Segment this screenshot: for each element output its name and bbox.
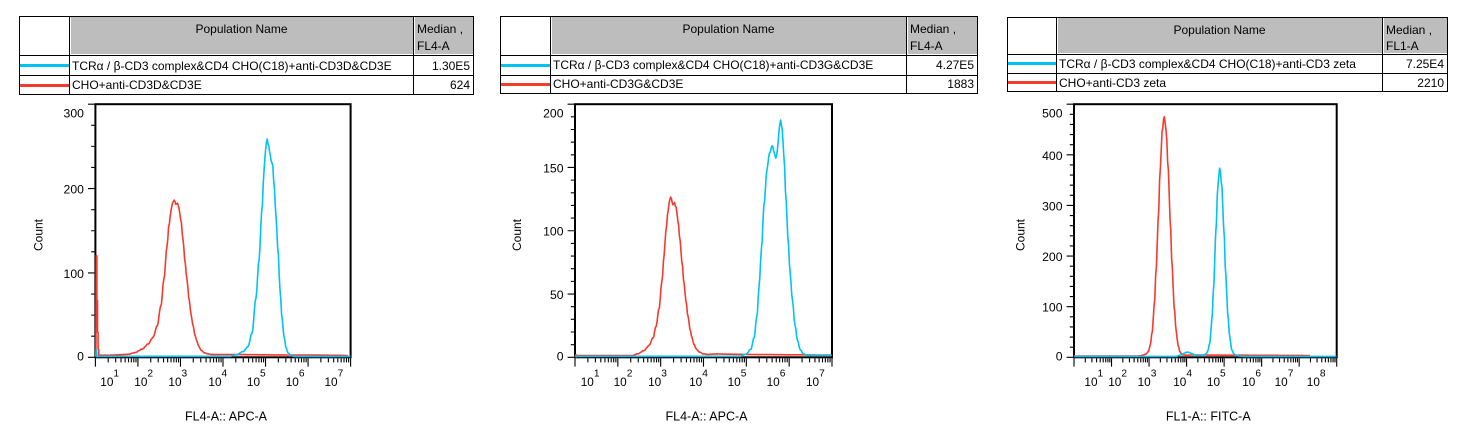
svg-text:104: 104 bbox=[1173, 369, 1192, 389]
svg-text:500: 500 bbox=[1042, 107, 1063, 121]
svg-text:105: 105 bbox=[1207, 369, 1226, 389]
svg-text:105: 105 bbox=[728, 369, 747, 389]
svg-text:150: 150 bbox=[543, 161, 564, 175]
svg-text:50: 50 bbox=[550, 288, 564, 302]
svg-text:200: 200 bbox=[1042, 250, 1063, 264]
svg-text:107: 107 bbox=[325, 369, 344, 389]
svg-text:Count: Count bbox=[510, 218, 524, 251]
svg-text:100: 100 bbox=[64, 267, 85, 281]
svg-text:106: 106 bbox=[1242, 369, 1261, 389]
svg-text:300: 300 bbox=[64, 107, 85, 121]
svg-text:104: 104 bbox=[689, 369, 708, 389]
svg-text:0: 0 bbox=[77, 350, 84, 364]
svg-text:Count: Count bbox=[1014, 218, 1028, 251]
svg-text:200: 200 bbox=[543, 107, 564, 121]
svg-text:107: 107 bbox=[806, 369, 825, 389]
svg-text:101: 101 bbox=[581, 369, 600, 389]
svg-text:105: 105 bbox=[247, 369, 266, 389]
svg-text:107: 107 bbox=[1275, 369, 1294, 389]
svg-text:Count: Count bbox=[32, 218, 46, 251]
svg-text:0: 0 bbox=[1056, 350, 1063, 364]
svg-text:103: 103 bbox=[168, 369, 187, 389]
svg-text:100: 100 bbox=[543, 225, 564, 239]
svg-text:104: 104 bbox=[208, 369, 227, 389]
svg-text:FL4-A:: APC-A: FL4-A:: APC-A bbox=[666, 410, 749, 424]
svg-text:FL1-A:: FITC-A: FL1-A:: FITC-A bbox=[1166, 410, 1251, 424]
svg-text:400: 400 bbox=[1042, 149, 1063, 163]
svg-text:106: 106 bbox=[767, 369, 786, 389]
svg-text:102: 102 bbox=[1108, 369, 1127, 389]
svg-text:FL4-A:: APC-A: FL4-A:: APC-A bbox=[185, 410, 268, 424]
svg-text:103: 103 bbox=[648, 369, 667, 389]
svg-text:108: 108 bbox=[1307, 369, 1326, 389]
svg-text:200: 200 bbox=[64, 183, 85, 197]
svg-text:300: 300 bbox=[1042, 199, 1063, 213]
svg-text:103: 103 bbox=[1138, 369, 1157, 389]
svg-text:0: 0 bbox=[557, 350, 564, 364]
svg-text:101: 101 bbox=[1084, 369, 1103, 389]
svg-text:100: 100 bbox=[1042, 301, 1063, 315]
svg-text:102: 102 bbox=[614, 369, 633, 389]
svg-text:106: 106 bbox=[286, 369, 305, 389]
svg-text:102: 102 bbox=[134, 369, 153, 389]
svg-text:101: 101 bbox=[100, 369, 119, 389]
